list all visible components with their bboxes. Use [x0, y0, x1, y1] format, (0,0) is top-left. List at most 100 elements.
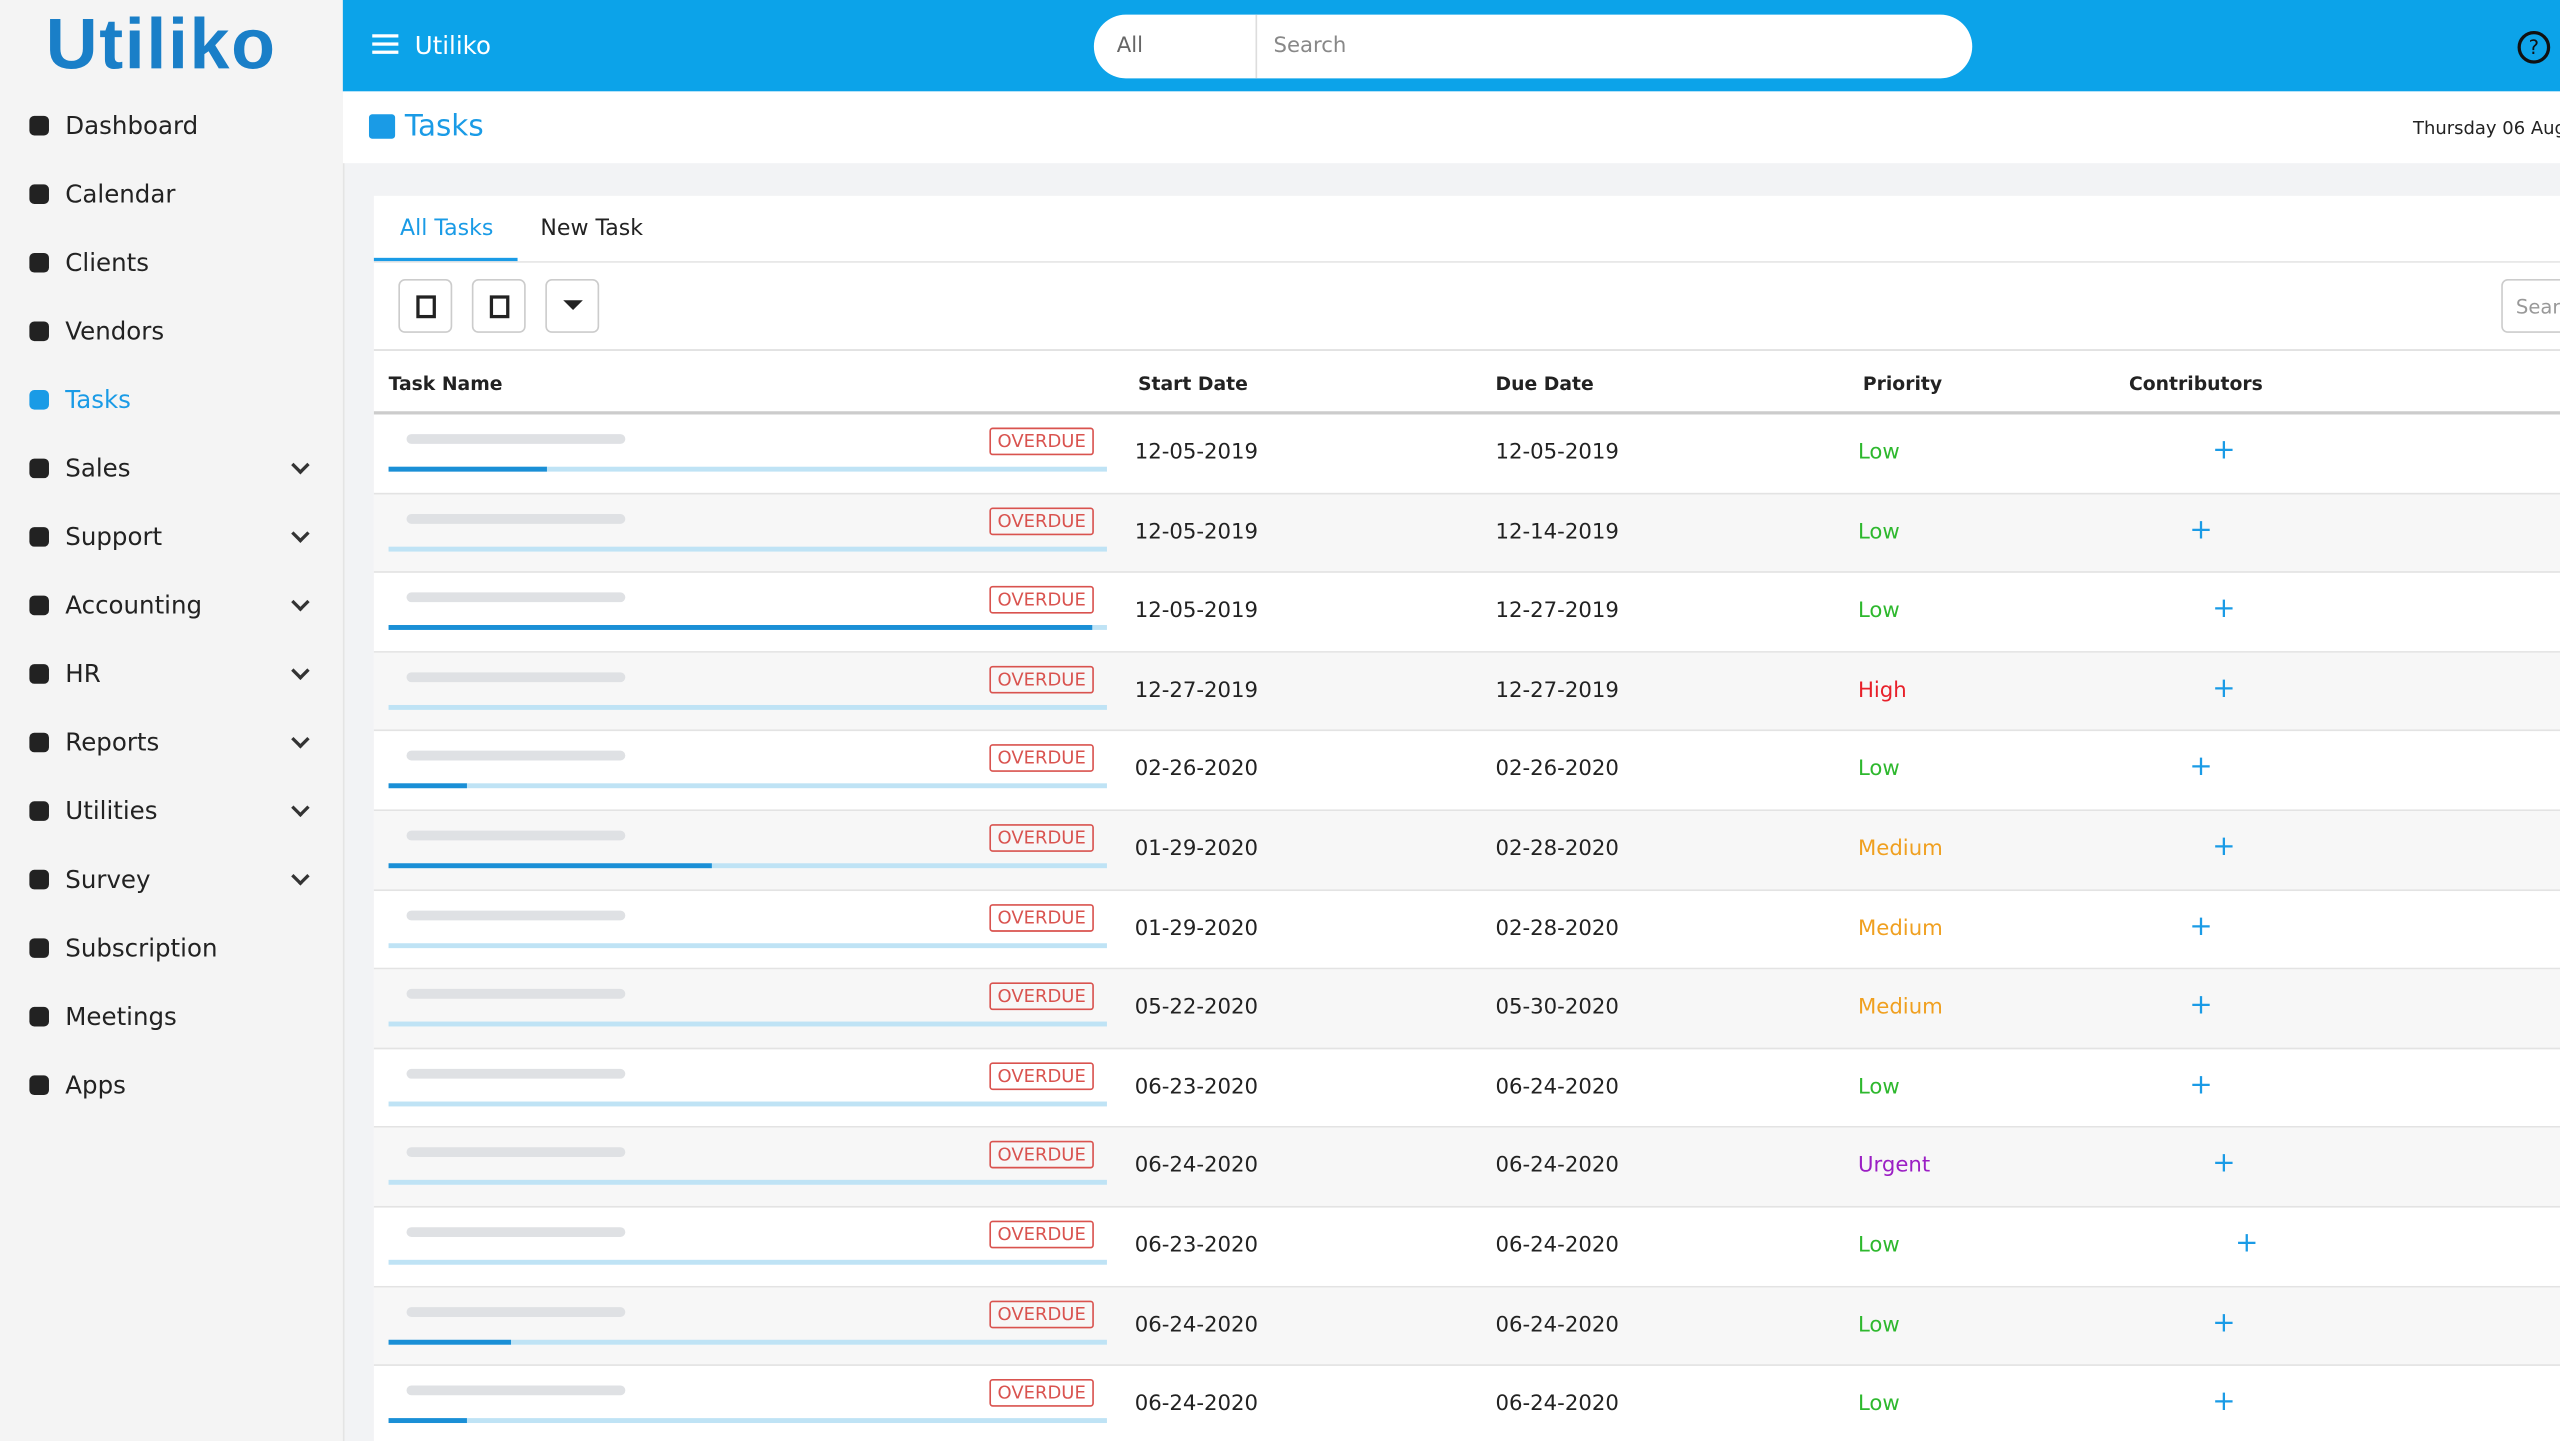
filter[interactable]: [545, 279, 600, 333]
menu-item[interactable]: Calendar: [29, 180, 307, 209]
menu-label: Survey: [65, 864, 151, 895]
priority: Low: [1857, 440, 1900, 466]
table-search[interactable]: Search: [2501, 279, 2560, 333]
priority: Low: [1857, 1313, 1900, 1338]
progress-fill: [388, 1418, 468, 1424]
menu-icon: [29, 732, 49, 753]
task-name-placeholder[interactable]: [406, 1385, 626, 1396]
task-name-placeholder[interactable]: [406, 1147, 626, 1158]
search-scope[interactable]: All: [1094, 14, 1258, 79]
menu-item[interactable]: Tasks: [29, 385, 307, 415]
menu-label: Dashboard: [65, 110, 199, 141]
task-name-placeholder[interactable]: [406, 1227, 626, 1237]
add-contributor[interactable]: +: [2189, 1068, 2213, 1102]
column-header[interactable]: Task Name: [388, 372, 503, 395]
task-name-placeholder[interactable]: [406, 1068, 626, 1079]
menu-label: Clients: [65, 248, 149, 278]
progress-fill: [388, 1339, 511, 1345]
progress-track: [388, 1339, 1107, 1345]
add-contributor[interactable]: +: [2212, 1385, 2236, 1419]
contributors: +: [2124, 1221, 2258, 1270]
page-title: Tasks: [368, 109, 484, 144]
menu-icon: [29, 390, 49, 410]
tab[interactable]: New Task: [540, 215, 644, 242]
menu-item[interactable]: Subscription: [29, 933, 307, 963]
task-name-placeholder[interactable]: [406, 592, 626, 603]
priority: High: [1857, 678, 1907, 704]
page-header: Tasks Thursday 06 August: [342, 91, 2560, 164]
add-contributor[interactable]: +: [2212, 672, 2236, 705]
menu-item[interactable]: Dashboard: [29, 111, 307, 140]
task-name-placeholder[interactable]: [406, 909, 626, 920]
menu-item[interactable]: Meetings: [29, 1002, 307, 1031]
priority: Low: [1857, 1075, 1900, 1100]
menu-item[interactable]: Reports: [29, 728, 310, 757]
priority: Medium: [1857, 995, 1943, 1021]
menu-icon: [29, 1006, 49, 1027]
menu-item[interactable]: Accounting: [29, 590, 310, 621]
menu-item[interactable]: Utilities: [29, 796, 310, 826]
column-header[interactable]: Priority: [1862, 372, 1943, 395]
add-contributor[interactable]: +: [2189, 909, 2213, 943]
export-pdf[interactable]: [398, 279, 453, 333]
menu-label: Tasks: [65, 385, 131, 415]
status-badge: OVERDUE: [989, 744, 1094, 773]
menu-item[interactable]: HR: [29, 659, 310, 689]
progress-track: [388, 1418, 1107, 1424]
add-contributor[interactable]: +: [2189, 989, 2213, 1022]
add-contributor[interactable]: +: [2189, 513, 2213, 547]
search-input[interactable]: Search: [1273, 34, 1347, 59]
menu-item[interactable]: Sales: [29, 454, 310, 483]
logo[interactable]: Utiliko: [45, 4, 277, 85]
task-name-placeholder[interactable]: [406, 513, 626, 524]
due-date: 02-28-2020: [1495, 837, 1619, 862]
title-text: Tasks: [404, 109, 484, 144]
column-header[interactable]: Due Date: [1495, 372, 1594, 395]
date: Thursday 06 August: [2413, 117, 2560, 139]
menu-label: Accounting: [65, 590, 203, 621]
export-excel[interactable]: [471, 279, 526, 333]
menu-item[interactable]: Apps: [29, 1071, 307, 1100]
start-date: 12-05-2019: [1134, 440, 1259, 466]
task-name-placeholder[interactable]: [406, 1306, 626, 1317]
table-row: OVERDUE 01-29-2020 02-28-2020 Medium +: [373, 890, 2560, 970]
task-name-placeholder[interactable]: [406, 989, 626, 1000]
contributors: +: [2124, 428, 2235, 477]
add-contributor[interactable]: +: [2212, 434, 2236, 467]
contributors: +: [2124, 1300, 2235, 1349]
table-row: OVERDUE 05-22-2020 05-30-2020 Medium +: [373, 969, 2560, 1049]
task-name-placeholder[interactable]: [406, 672, 626, 682]
add-contributor[interactable]: +: [2189, 751, 2213, 784]
table-header: Task Name Start Date Due Date Priority Contr…: [373, 349, 2560, 415]
menu-icon: [29, 321, 49, 342]
status-badge: OVERDUE: [989, 506, 1094, 535]
add-contributor[interactable]: +: [2212, 1147, 2236, 1181]
start-date: 01-29-2020: [1134, 916, 1259, 941]
add-contributor[interactable]: +: [2212, 592, 2236, 626]
task-name-placeholder[interactable]: [406, 434, 626, 444]
priority: Low: [1857, 1392, 1900, 1417]
due-date: 06-24-2020: [1495, 1075, 1619, 1100]
menu-item[interactable]: Vendors: [29, 317, 307, 346]
task-name-placeholder[interactable]: [406, 830, 626, 841]
menu-item[interactable]: Survey: [29, 864, 310, 895]
start-date: 12-05-2019: [1134, 599, 1259, 624]
add-contributor[interactable]: +: [2235, 1227, 2259, 1260]
contributors: +: [2124, 1062, 2212, 1111]
table-row: OVERDUE 06-24-2020 06-24-2020 Low +: [374, 1366, 2560, 1441]
menu-toggle[interactable]: [372, 34, 399, 38]
help-button[interactable]: ?: [2517, 31, 2551, 64]
column-header[interactable]: Contributors: [2128, 372, 2263, 395]
menu-item[interactable]: Support: [29, 522, 310, 552]
status-badge: OVERDUE: [989, 1379, 1094, 1408]
add-contributor[interactable]: +: [2212, 830, 2236, 864]
tab[interactable]: All Tasks: [399, 215, 494, 242]
menu-item[interactable]: Clients: [29, 248, 307, 277]
add-contributor[interactable]: +: [2212, 1306, 2236, 1340]
status-badge: OVERDUE: [989, 427, 1094, 456]
start-date: 06-24-2020: [1134, 1154, 1259, 1179]
column-header[interactable]: Start Date: [1137, 372, 1248, 395]
contributors: +: [2124, 665, 2235, 714]
task-name-placeholder[interactable]: [406, 751, 626, 762]
